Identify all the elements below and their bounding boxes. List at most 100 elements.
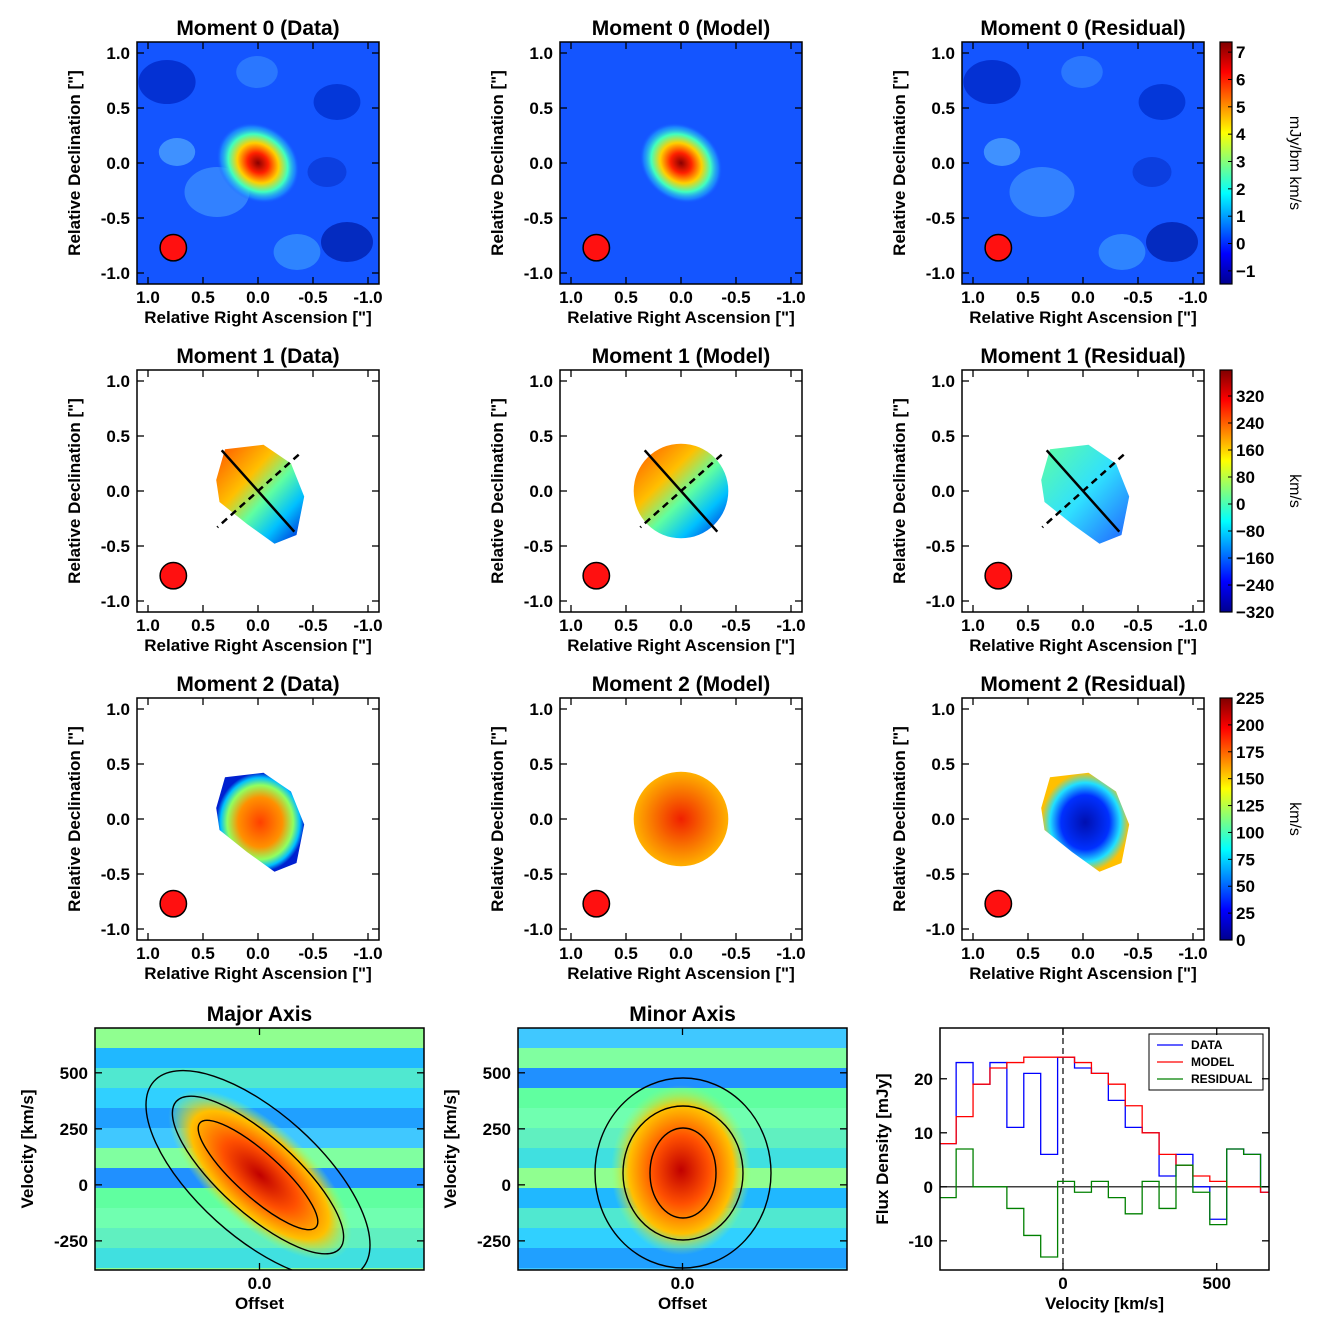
y-tick-label: 0 [924, 1178, 933, 1197]
noise [321, 222, 373, 262]
y-tick-label: 0.0 [106, 482, 130, 501]
y-tick-label: 0.0 [931, 810, 955, 829]
x-tick-label: -0.5 [721, 944, 750, 963]
plot-area [560, 42, 802, 284]
y-axis-label: Relative Declination ["] [488, 398, 507, 584]
x-tick-label: 1.0 [559, 616, 583, 635]
y-axis-label: Relative Declination ["] [890, 398, 909, 584]
x-tick-label: 0.0 [1071, 288, 1095, 307]
x-tick-label: 0.0 [1071, 944, 1095, 963]
y-axis-label: Relative Declination ["] [488, 70, 507, 256]
y-tick-label: 20 [914, 1070, 933, 1089]
colorbar-tick-label: 50 [1236, 877, 1255, 896]
colorbar-tick-label: −240 [1236, 576, 1274, 595]
y-axis-label: Velocity [km/s] [441, 1089, 460, 1208]
y-tick-label: 1.0 [931, 700, 955, 719]
beam [582, 889, 611, 918]
noise [138, 60, 196, 104]
colorbar-tick-label: 100 [1236, 823, 1264, 842]
plot-area [560, 698, 802, 940]
y-tick-label: 500 [60, 1064, 88, 1083]
x-tick-label: 0.5 [614, 944, 638, 963]
y-tick-label: -1.0 [926, 920, 955, 939]
x-axis-label: Relative Right Ascension ["] [144, 636, 372, 655]
noise [1146, 222, 1198, 262]
colorbar-tick-label: 175 [1236, 743, 1264, 762]
noise [1061, 56, 1103, 88]
y-tick-label: -0.5 [524, 865, 553, 884]
colorbar-tick-label: 225 [1236, 689, 1264, 708]
x-tick-label: 1.0 [136, 944, 160, 963]
velocity-field [633, 771, 729, 867]
x-tick-label: 0.0 [1071, 616, 1095, 635]
beam [159, 561, 188, 590]
colorbar-tick-label: 160 [1236, 441, 1264, 460]
contour [145, 1069, 371, 1270]
y-tick-label: 1.0 [931, 44, 955, 63]
y-tick-label: 0 [502, 1176, 511, 1195]
beam [159, 889, 188, 918]
colorbar-tick-label: 4 [1236, 125, 1246, 144]
y-tick-label: 10 [914, 1124, 933, 1143]
x-tick-label: 0.5 [1016, 288, 1040, 307]
y-tick-label: -1.0 [524, 592, 553, 611]
y-tick-label: 0.0 [106, 810, 130, 829]
colorbar-tick-label: 25 [1236, 904, 1255, 923]
y-tick-label: 0.5 [931, 427, 955, 446]
x-axis-label: Velocity [km/s] [1045, 1294, 1164, 1313]
y-axis-label: Relative Declination ["] [890, 70, 909, 256]
panel-title: Moment 2 (Residual) [980, 673, 1185, 696]
noise [158, 138, 196, 166]
y-tick-label: 0.0 [529, 810, 553, 829]
y-tick-label: -0.5 [926, 537, 955, 556]
x-tick-label: 0 [1058, 1274, 1067, 1293]
x-axis-label: Relative Right Ascension ["] [969, 636, 1197, 655]
contour [197, 1119, 319, 1231]
y-tick-label: 0.5 [529, 755, 553, 774]
x-tick-label: 0.0 [246, 288, 270, 307]
panel-title: Moment 1 (Model) [592, 345, 771, 368]
x-tick-label: 0.5 [191, 944, 215, 963]
x-tick-label: 0.0 [248, 1274, 272, 1293]
y-tick-label: 0.5 [106, 99, 130, 118]
axes-frame [939, 1027, 1270, 1271]
panel-title: Minor Axis [629, 1003, 736, 1026]
panel-title: Moment 2 (Data) [176, 673, 339, 696]
noise [1132, 157, 1172, 187]
y-tick-label: 0.5 [529, 427, 553, 446]
colorbar-tick-label: −160 [1236, 549, 1274, 568]
x-tick-label: -0.5 [298, 944, 327, 963]
beam [984, 889, 1013, 918]
y-tick-label: -1.0 [101, 264, 130, 283]
x-tick-label: -1.0 [353, 616, 382, 635]
panel-title: Moment 0 (Model) [592, 17, 771, 40]
y-tick-label: -1.0 [524, 264, 553, 283]
y-axis-label: Relative Declination ["] [488, 726, 507, 912]
y-tick-label: -250 [477, 1232, 511, 1251]
colorbar-tick-label: 6 [1236, 70, 1245, 89]
y-tick-label: -1.0 [101, 920, 130, 939]
minor-axis [639, 453, 723, 529]
legend-label: DATA [1191, 1038, 1223, 1052]
noise [1009, 167, 1075, 217]
beam [984, 233, 1013, 262]
x-tick-label: 1.0 [961, 288, 985, 307]
colorbar-label: mJy/bm km/s [1286, 116, 1303, 210]
emission [639, 122, 723, 204]
y-tick-label: 1.0 [106, 700, 130, 719]
x-tick-label: -0.5 [298, 616, 327, 635]
colorbar-tick-label: 0 [1236, 931, 1245, 950]
x-tick-label: 1.0 [559, 944, 583, 963]
colorbar [1219, 697, 1233, 941]
beam [984, 561, 1013, 590]
y-axis-label: Relative Declination ["] [65, 398, 84, 584]
y-tick-label: 0 [79, 1176, 88, 1195]
step-line [940, 1148, 1269, 1258]
legend-label: RESIDUAL [1191, 1072, 1252, 1086]
x-tick-label: 0.0 [669, 288, 693, 307]
y-axis-label: Relative Declination ["] [890, 726, 909, 912]
noise [313, 84, 361, 120]
velocity-field [1041, 772, 1130, 872]
x-axis-label: Relative Right Ascension ["] [969, 308, 1197, 327]
